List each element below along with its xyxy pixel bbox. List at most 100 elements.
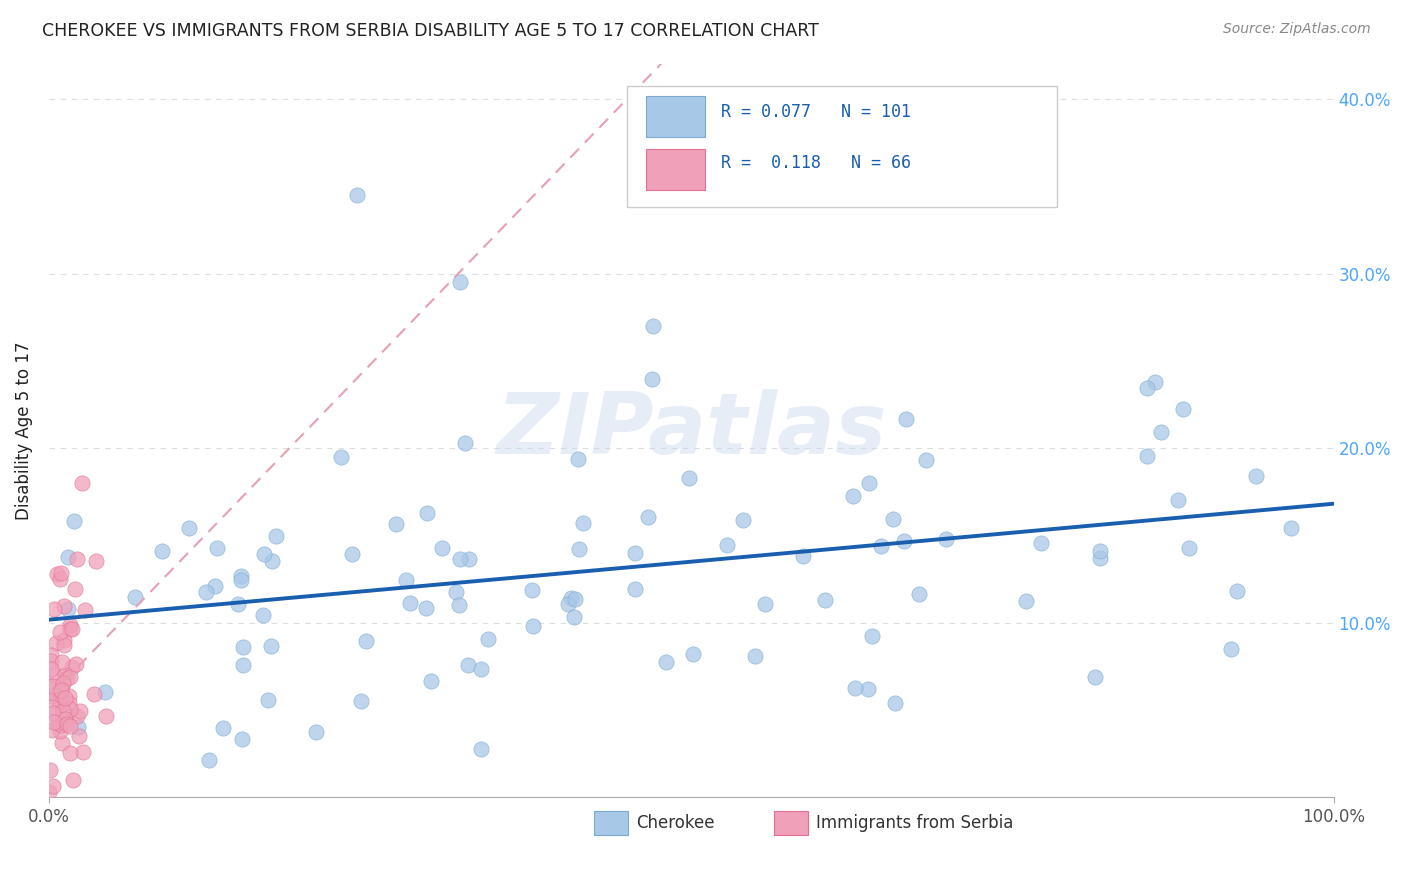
Point: [42, 706, 65, 720]
Point: [55, 712, 77, 726]
Y-axis label: Disability Age 5 to 17: Disability Age 5 to 17: [15, 342, 32, 520]
FancyBboxPatch shape: [647, 149, 706, 190]
Point: [641, 372, 664, 386]
Point: [256, 693, 278, 707]
Point: [232, 658, 254, 673]
Point: [624, 546, 647, 560]
Point: [557, 597, 579, 611]
Point: [454, 435, 477, 450]
Point: [1220, 641, 1243, 656]
Point: [342, 547, 364, 561]
Point: [59, 702, 82, 716]
Point: [49, 572, 72, 586]
Point: [884, 696, 907, 710]
Point: [1173, 401, 1195, 416]
Point: [641, 318, 664, 333]
Point: [260, 639, 283, 653]
Point: [894, 412, 917, 426]
Point: [83, 687, 105, 701]
FancyBboxPatch shape: [627, 86, 1057, 207]
Point: [449, 275, 471, 289]
Point: [94, 685, 117, 699]
Point: [48, 625, 70, 640]
Point: [655, 656, 678, 670]
Point: [329, 450, 352, 464]
Point: [305, 724, 328, 739]
Point: [415, 600, 437, 615]
Point: [198, 753, 221, 767]
Point: [62, 773, 84, 788]
Point: [51, 736, 73, 750]
Text: ZIPatlas: ZIPatlas: [496, 389, 886, 472]
Point: [858, 475, 880, 490]
Point: [1143, 375, 1166, 389]
Point: [59, 719, 82, 733]
Point: [52, 704, 75, 718]
Point: [253, 547, 276, 561]
Point: [41, 723, 63, 738]
Point: [55, 713, 77, 727]
Point: [60, 622, 83, 636]
Point: [94, 709, 117, 723]
Point: [49, 724, 72, 739]
Point: [44, 687, 66, 701]
Point: [53, 668, 76, 682]
Point: [211, 721, 233, 735]
Point: [637, 510, 659, 524]
Point: [65, 657, 87, 672]
Point: [124, 590, 146, 604]
Point: [522, 618, 544, 632]
Point: [572, 516, 595, 530]
Point: [39, 662, 62, 676]
Point: [444, 585, 467, 599]
Point: [1090, 550, 1112, 565]
Text: CHEROKEE VS IMMIGRANTS FROM SERBIA DISABILITY AGE 5 TO 17 CORRELATION CHART: CHEROKEE VS IMMIGRANTS FROM SERBIA DISAB…: [42, 22, 820, 40]
Point: [53, 638, 76, 652]
Point: [860, 629, 883, 643]
Point: [232, 640, 254, 654]
Point: [935, 532, 957, 546]
Point: [49, 698, 72, 713]
Point: [229, 569, 252, 583]
Point: [41, 699, 63, 714]
Point: [841, 489, 863, 503]
Point: [814, 593, 837, 607]
Point: [856, 681, 879, 696]
Point: [882, 512, 904, 526]
Point: [231, 732, 253, 747]
Point: [58, 689, 80, 703]
Point: [477, 632, 499, 646]
Point: [179, 521, 201, 535]
Point: [568, 541, 591, 556]
Point: [266, 529, 288, 543]
Point: [86, 554, 108, 568]
Point: [60, 659, 83, 673]
Point: [1136, 381, 1159, 395]
Point: [58, 746, 80, 760]
Point: [49, 690, 72, 705]
Point: [41, 679, 63, 693]
Point: [1150, 425, 1173, 439]
Point: [624, 582, 647, 596]
Point: [432, 541, 454, 556]
Point: [39, 654, 62, 668]
Point: [870, 539, 893, 553]
Point: [1029, 536, 1052, 550]
Point: [349, 694, 371, 708]
Point: [62, 514, 84, 528]
Point: [792, 549, 814, 564]
Point: [678, 471, 700, 485]
Point: [45, 635, 67, 649]
Point: [262, 554, 284, 568]
Point: [73, 603, 96, 617]
Point: [754, 597, 776, 611]
Point: [72, 746, 94, 760]
Point: [194, 585, 217, 599]
Point: [53, 690, 76, 705]
Point: [42, 679, 65, 693]
Point: [1136, 449, 1159, 463]
FancyBboxPatch shape: [647, 95, 706, 136]
Point: [398, 596, 420, 610]
Point: [844, 681, 866, 695]
Point: [39, 763, 62, 777]
